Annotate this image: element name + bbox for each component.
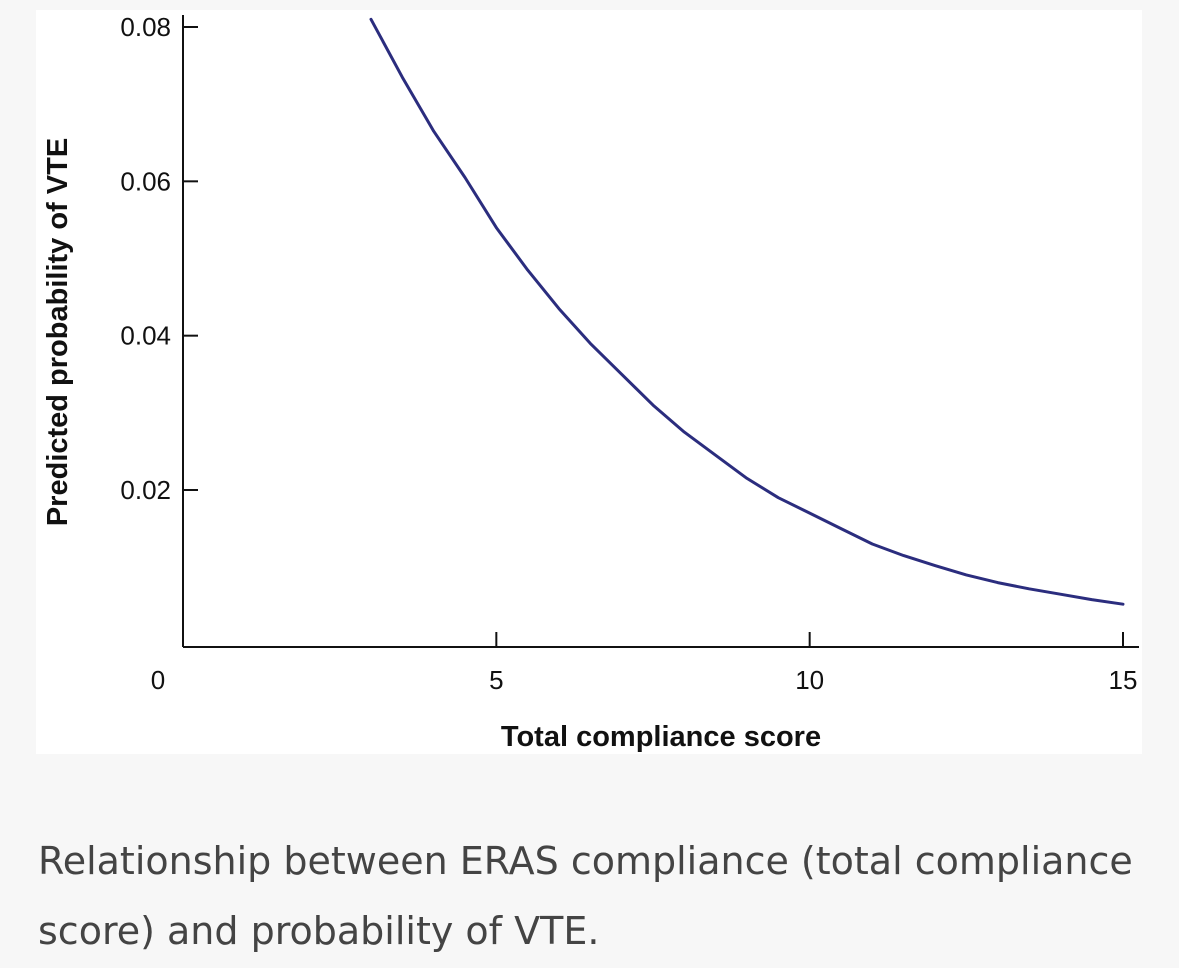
figure-caption: Relationship between ERAS compliance (to… [38, 839, 1133, 953]
line-chart: 0 5 10 15 0.02 0.04 0.06 0.08 Total compliance … [42, 12, 1139, 753]
y-tick-label: 0.04 [120, 321, 171, 351]
x-origin-label: 0 [151, 665, 165, 695]
x-tick-label: 10 [795, 665, 824, 695]
series-line [369, 17, 1125, 606]
x-tick-label: 5 [489, 665, 503, 695]
y-axis-title: Predicted probability of VTE [42, 138, 74, 526]
x-tick-label: 15 [1109, 665, 1138, 695]
y-tick-label: 0.02 [120, 475, 171, 505]
figure-panel [36, 10, 1142, 754]
y-tick-label: 0.08 [120, 12, 171, 42]
y-tick-label: 0.06 [120, 166, 171, 196]
x-axis-title: Total compliance score [501, 721, 821, 753]
